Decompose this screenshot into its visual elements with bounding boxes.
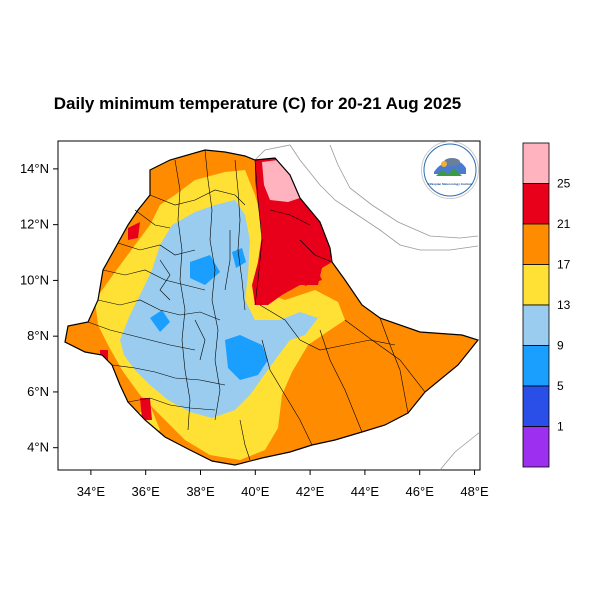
legend-swatch <box>522 426 550 468</box>
latitude-axis: 14°N 12°N 10°N 8°N 6°N 4°N <box>20 161 58 455</box>
lon-tick-label: 40°E <box>241 484 270 499</box>
lon-tick-label: 44°E <box>351 484 380 499</box>
logo-caption: Ethiopian Meteorology Institute <box>427 182 473 186</box>
lat-tick-label: 4°N <box>27 440 49 455</box>
color-legend: 25 21 17 13 9 5 1 <box>522 142 571 468</box>
legend-swatch <box>522 223 550 265</box>
legend-level-label: 17 <box>557 258 571 272</box>
legend-swatch <box>522 183 550 225</box>
lon-tick-label: 46°E <box>406 484 435 499</box>
blue-pockets <box>150 248 268 380</box>
lon-tick-label: 48°E <box>460 484 489 499</box>
lat-tick-label: 6°N <box>27 384 49 399</box>
longitude-axis: 34°E 36°E 38°E 40°E 42°E 44°E 46°E 48°E <box>77 470 489 499</box>
lat-tick-label: 14°N <box>20 161 49 176</box>
legend-level-label: 5 <box>557 379 564 393</box>
lat-tick-label: 12°N <box>20 217 49 232</box>
legend-level-label: 13 <box>557 298 571 312</box>
lat-tick-label: 10°N <box>20 272 49 287</box>
logo-emblem-icon <box>423 143 477 197</box>
lon-tick-label: 42°E <box>296 484 325 499</box>
lon-tick-label: 34°E <box>77 484 106 499</box>
legend-swatch <box>522 385 550 427</box>
neighbor-borders <box>254 144 481 471</box>
lon-tick-label: 36°E <box>132 484 161 499</box>
legend-swatch <box>522 345 550 387</box>
lat-tick-label: 8°N <box>27 328 49 343</box>
legend-level-label: 25 <box>557 177 571 191</box>
legend-swatch <box>522 304 550 346</box>
map-title: Daily minimum temperature (C) for 20-21 … <box>53 94 462 113</box>
legend-swatch <box>522 142 550 184</box>
admin-boundaries <box>87 149 426 461</box>
country-outline <box>64 149 480 466</box>
legend-level-label: 1 <box>557 420 564 434</box>
legend-level-label: 21 <box>557 217 571 231</box>
legend-swatch <box>522 264 550 306</box>
ethiopian-meteorology-logo: Ethiopian Meteorology Institute <box>421 141 479 199</box>
lon-tick-label: 38°E <box>186 484 215 499</box>
legend-level-label: 9 <box>557 339 564 353</box>
